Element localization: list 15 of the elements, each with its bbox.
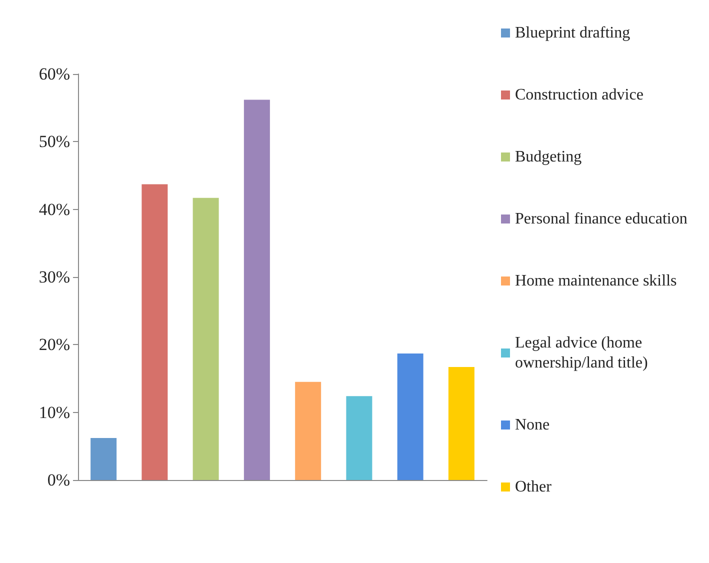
legend-label: Home maintenance skills (515, 272, 677, 290)
y-tick-label: 50% (38, 132, 70, 152)
legend-label: Other (515, 478, 552, 496)
legend-label: Construction advice (515, 86, 644, 104)
legend-label: Personal finance education (515, 210, 688, 228)
legend-label: Legal advice (home ownership/land title) (515, 334, 648, 372)
y-tick-label: 40% (38, 200, 70, 219)
y-tick-label: 20% (38, 335, 70, 354)
legend-label: None (515, 416, 550, 434)
y-tick-label: 10% (38, 402, 70, 422)
legend-label: Budgeting (515, 148, 582, 166)
y-tick-label: 0% (47, 470, 70, 490)
y-tick-label: 30% (38, 268, 70, 286)
legend-label: Blueprint drafting (515, 24, 630, 42)
y-tick-label: 60% (38, 64, 70, 84)
